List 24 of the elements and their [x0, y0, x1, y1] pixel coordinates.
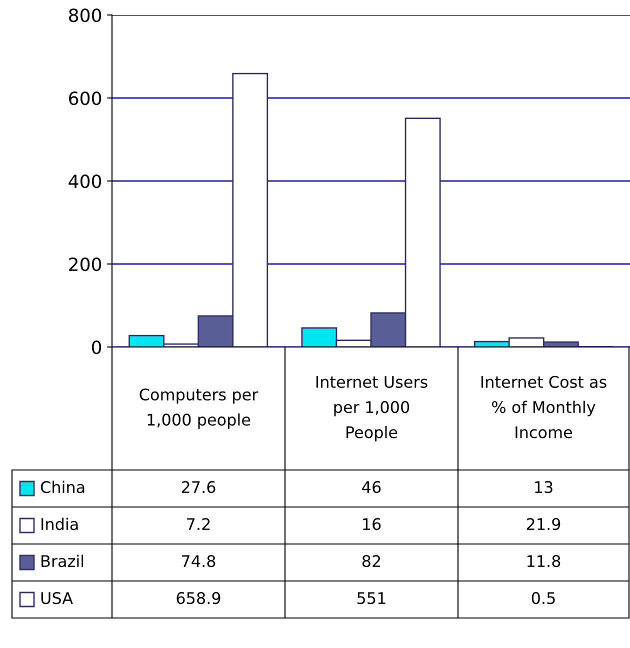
data-label: 21.9	[526, 518, 560, 530]
data-label: 82	[362, 555, 380, 568]
legend-label: Brazil	[42, 554, 84, 568]
x-tick-label: Internet Cost as % of Monthly Income	[481, 376, 606, 438]
y-tick-label: 800	[69, 8, 102, 22]
legend-label: USA	[41, 592, 73, 604]
x-tick-label: Internet Users per 1,000 People	[316, 376, 428, 442]
data-label: 27.6	[182, 481, 216, 494]
data-label: 16	[363, 518, 381, 530]
y-tick-label: 400	[68, 174, 102, 188]
legend-label: India	[42, 518, 78, 530]
y-tick-label: 0	[92, 340, 102, 354]
data-label: 7.2	[187, 518, 210, 530]
legend-label: China	[40, 480, 84, 494]
data-label: 74.8	[182, 555, 216, 568]
x-tick-label: Computers per 1,000 people	[140, 388, 258, 429]
y-tick-label: 200	[69, 257, 102, 272]
data-label: 46	[362, 481, 381, 494]
data-label: 658.9	[176, 592, 220, 604]
data-label: 551	[357, 592, 386, 604]
data-label: 0.5	[532, 592, 555, 604]
y-tick-label: 600	[69, 91, 102, 106]
data-label: 11.8	[527, 555, 560, 568]
data-label: 13	[535, 481, 552, 494]
